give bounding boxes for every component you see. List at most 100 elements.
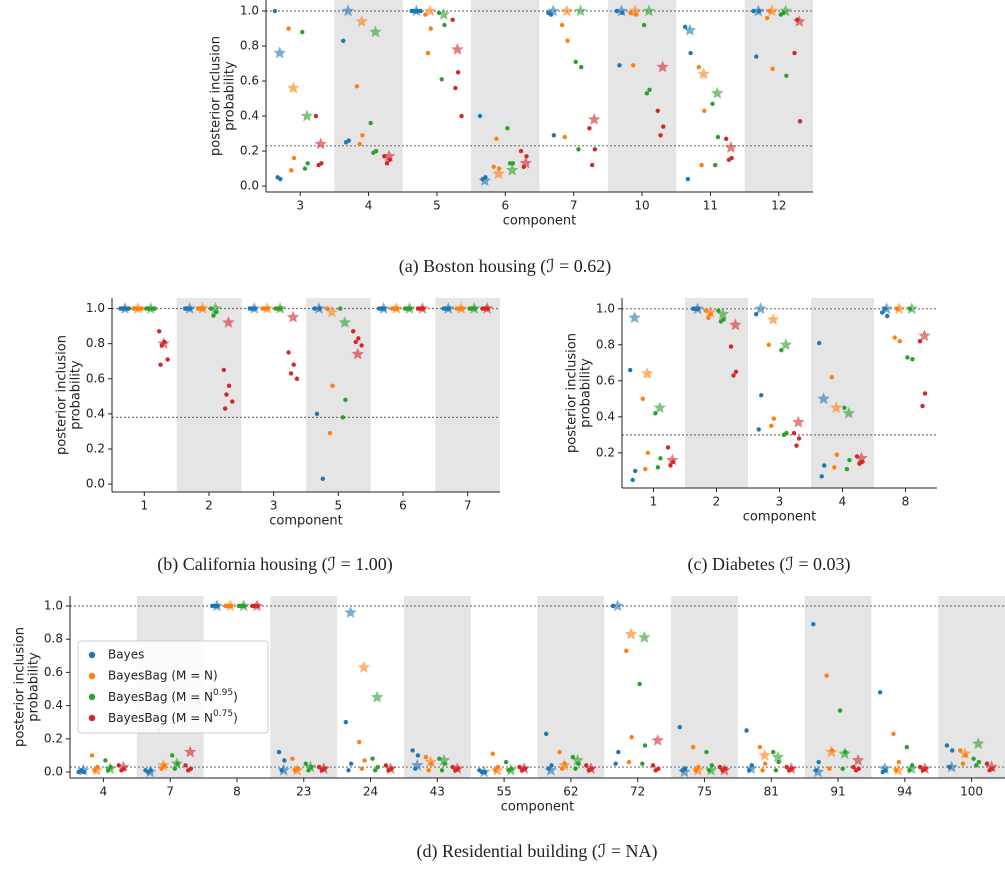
dot — [384, 161, 390, 166]
mean-star — [571, 753, 584, 766]
mean-star — [410, 4, 423, 17]
mean-star — [972, 737, 985, 750]
dot — [892, 335, 897, 340]
mean-star — [771, 750, 785, 763]
y-tick-label: 1.0 — [596, 301, 615, 315]
dot — [770, 66, 775, 71]
mean-star — [892, 763, 905, 776]
dot — [357, 141, 362, 147]
dot — [853, 768, 859, 773]
dot — [158, 362, 163, 367]
dot — [665, 445, 671, 450]
dot — [286, 350, 291, 355]
x-tick-label: 6 — [501, 199, 509, 213]
shade-band — [811, 298, 874, 488]
dot — [784, 73, 789, 78]
y-tick-label: 0.4 — [240, 109, 259, 123]
mean-star — [118, 302, 132, 314]
dot — [157, 329, 162, 334]
mean-star — [300, 109, 314, 122]
mean-star — [468, 302, 481, 314]
dot — [343, 397, 348, 403]
dot — [362, 758, 367, 763]
dot — [791, 430, 797, 436]
x-tick-label: 3 — [296, 199, 304, 213]
dot — [630, 63, 636, 68]
mean-star — [183, 302, 196, 314]
dot — [289, 168, 294, 173]
x-tick-label: 7 — [570, 199, 578, 213]
mean-star — [691, 763, 704, 776]
mean-star — [403, 302, 416, 314]
mean-star — [341, 4, 355, 17]
mean-star — [382, 149, 396, 162]
dot — [637, 681, 642, 687]
dot — [688, 50, 693, 56]
y-tick-label: 0.6 — [240, 74, 259, 88]
dot — [702, 108, 707, 113]
dot — [426, 768, 431, 773]
y-tick-label: 0.6 — [86, 371, 105, 385]
dot — [439, 768, 445, 773]
dot — [165, 357, 170, 362]
mean-star — [437, 753, 451, 766]
dot — [579, 64, 584, 70]
dot — [642, 743, 648, 748]
dot — [766, 342, 771, 348]
dot — [896, 759, 902, 765]
x-tick-label: 4 — [365, 199, 373, 213]
y-tick-label: 1.0 — [240, 4, 259, 18]
mean-star — [544, 763, 557, 776]
dot — [685, 176, 691, 182]
x-tick-label: 2 — [713, 495, 721, 509]
x-tick-label: 12 — [771, 199, 786, 213]
mean-star — [250, 599, 264, 612]
y-tick-label: 0.0 — [240, 179, 259, 193]
mean-star — [547, 4, 560, 17]
x-axis-label: component — [269, 514, 343, 529]
mean-star — [628, 311, 641, 324]
dot — [834, 452, 840, 457]
legend-box — [77, 640, 269, 734]
mean-star — [290, 763, 304, 776]
dot — [696, 64, 702, 70]
dot — [837, 708, 843, 713]
y-axis-label: probability — [579, 358, 594, 428]
dot — [573, 59, 578, 64]
dot — [565, 38, 570, 43]
dot — [348, 761, 354, 766]
mean-star — [638, 631, 651, 643]
mean-star — [357, 660, 370, 673]
dot — [551, 133, 557, 138]
dot — [360, 133, 365, 138]
dot — [222, 406, 228, 411]
mean-star — [424, 755, 437, 768]
shade-band — [744, 0, 813, 192]
x-tick-label: 24 — [363, 785, 378, 799]
legend-marker — [88, 693, 96, 701]
dot — [325, 306, 330, 311]
mean-star — [519, 156, 532, 169]
mean-star — [838, 747, 851, 759]
dot — [169, 753, 175, 758]
dot — [744, 728, 749, 733]
mean-star — [209, 302, 222, 314]
legend-marker — [88, 672, 96, 680]
y-axis-label: posterior inclusion — [13, 627, 28, 747]
mean-star — [851, 753, 865, 766]
y-axis-label: posterior inclusion — [209, 36, 224, 156]
dot — [282, 758, 287, 763]
dot — [459, 113, 464, 119]
dot — [733, 369, 739, 375]
dot — [796, 436, 802, 441]
shade-band — [270, 596, 338, 778]
mean-star — [656, 60, 669, 73]
dot — [341, 38, 346, 43]
dot — [353, 339, 358, 345]
caption: (c) Diabetes (ℐ = 0.03) — [687, 554, 850, 575]
mean-star — [369, 25, 382, 38]
dot — [439, 77, 444, 82]
dot — [723, 136, 729, 141]
mean-star — [477, 765, 491, 778]
mean-star — [611, 599, 624, 612]
